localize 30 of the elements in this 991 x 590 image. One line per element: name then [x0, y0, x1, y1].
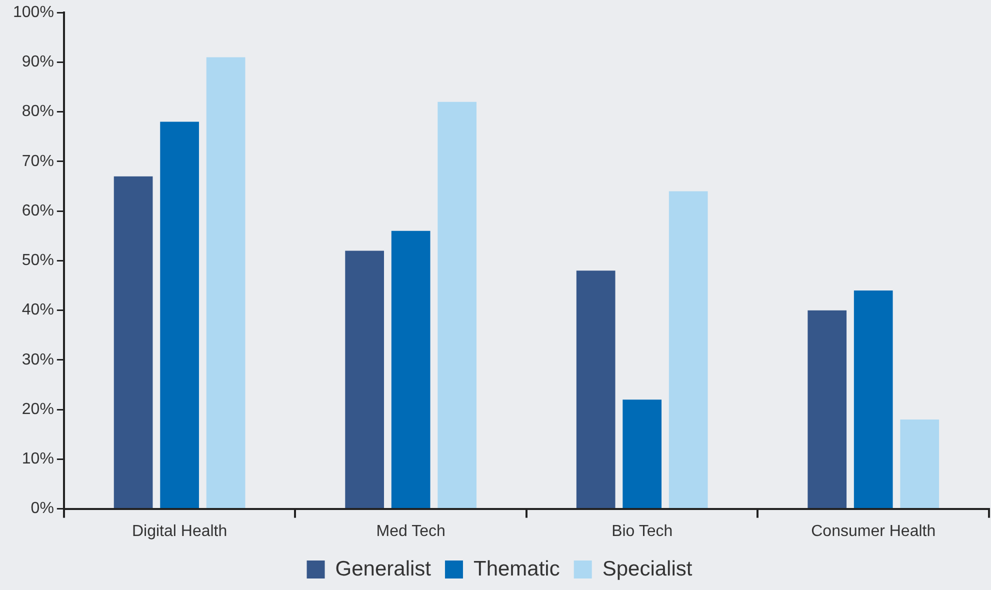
bar [854, 290, 893, 508]
bar [576, 270, 616, 508]
bar [206, 57, 246, 508]
y-tick-label: 10% [22, 450, 54, 468]
x-tick-label: Med Tech [376, 522, 446, 540]
bar [114, 176, 153, 508]
y-tick-label: 20% [22, 400, 54, 418]
bar [668, 191, 708, 508]
legend-label: Generalist [335, 557, 432, 580]
bar [345, 250, 384, 508]
legend-label: Specialist [602, 557, 692, 580]
bar [438, 102, 477, 508]
bar [622, 400, 662, 508]
x-tick-label: Digital Health [132, 522, 228, 540]
y-tick-label: 40% [22, 302, 54, 319]
bar [160, 122, 199, 508]
y-tick-label: 60% [22, 202, 54, 220]
legend-label: Thematic [473, 557, 560, 580]
bar [900, 419, 940, 508]
y-tick-label: 80% [22, 103, 54, 120]
y-tick-label: 70% [22, 152, 54, 170]
bar [808, 310, 847, 508]
bar [391, 230, 430, 508]
y-tick-label: 90% [22, 54, 54, 71]
x-tick-label: Bio Tech [612, 522, 673, 540]
y-tick-label: 50% [22, 252, 54, 270]
x-tick-label: Consumer Health [811, 522, 936, 540]
y-tick-label: 100% [13, 4, 54, 22]
y-tick-label: 0% [30, 500, 54, 518]
y-tick-label: 30% [22, 351, 54, 368]
